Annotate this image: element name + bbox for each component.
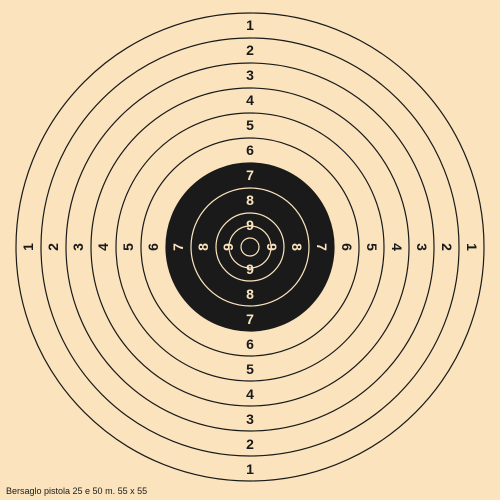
ring-number-5-top: 5 bbox=[246, 117, 254, 133]
ring-number-9-top: 9 bbox=[246, 217, 254, 233]
ring-number-3-right: 3 bbox=[414, 243, 430, 251]
ring-number-8-bottom: 8 bbox=[246, 286, 254, 302]
caption: Bersaglo pistola 25 e 50 m. 55 x 55 bbox=[6, 486, 147, 496]
ring-number-2-top: 2 bbox=[246, 42, 254, 58]
ring-number-8-top: 8 bbox=[246, 192, 254, 208]
ring-number-7-bottom: 7 bbox=[246, 311, 254, 327]
ring-number-7-right: 7 bbox=[314, 243, 330, 251]
ring-number-4-left: 4 bbox=[95, 243, 111, 251]
ring-number-3-bottom: 3 bbox=[246, 411, 254, 427]
ring-number-1-bottom: 1 bbox=[246, 461, 254, 477]
target-diagram: 1 1 1 1 2 2 2 2 3 3 3 3 4 4 4 4 5 5 5 5 6 6 6 6 7 7 7 7 8 8 8 8 9 9 9 9 bbox=[0, 0, 500, 500]
ring-number-1-left: 1 bbox=[20, 243, 36, 251]
ring-number-1-right: 1 bbox=[464, 243, 480, 251]
ring-number-2-right: 2 bbox=[439, 243, 455, 251]
ring-number-7-top: 7 bbox=[246, 167, 254, 183]
ring-number-8-left: 8 bbox=[195, 243, 211, 251]
target-container: 1 1 1 1 2 2 2 2 3 3 3 3 4 4 4 4 5 5 5 5 6 6 6 6 7 7 7 7 8 8 8 8 9 9 9 9 Ber… bbox=[0, 0, 500, 500]
ring-number-5-bottom: 5 bbox=[246, 361, 254, 377]
ring-number-4-right: 4 bbox=[389, 243, 405, 251]
ring-number-6-bottom: 6 bbox=[246, 336, 254, 352]
ring-number-9-bottom: 9 bbox=[246, 261, 254, 277]
ring-number-8-right: 8 bbox=[289, 243, 305, 251]
ring-number-2-bottom: 2 bbox=[246, 436, 254, 452]
ring-number-6-right: 6 bbox=[339, 243, 355, 251]
ring-number-2-left: 2 bbox=[45, 243, 61, 251]
ring-number-4-bottom: 4 bbox=[246, 386, 254, 402]
ring-number-1-top: 1 bbox=[246, 17, 254, 33]
ring-number-9-right: 9 bbox=[264, 243, 280, 251]
ring-number-5-right: 5 bbox=[364, 243, 380, 251]
ring-number-3-top: 3 bbox=[246, 67, 254, 83]
ring-number-9-left: 9 bbox=[220, 243, 236, 251]
ring-number-5-left: 5 bbox=[120, 243, 136, 251]
ring-number-6-top: 6 bbox=[246, 142, 254, 158]
ring-number-6-left: 6 bbox=[145, 243, 161, 251]
ring-number-3-left: 3 bbox=[70, 243, 86, 251]
ring-number-4-top: 4 bbox=[246, 92, 254, 108]
ring-number-7-left: 7 bbox=[170, 243, 186, 251]
